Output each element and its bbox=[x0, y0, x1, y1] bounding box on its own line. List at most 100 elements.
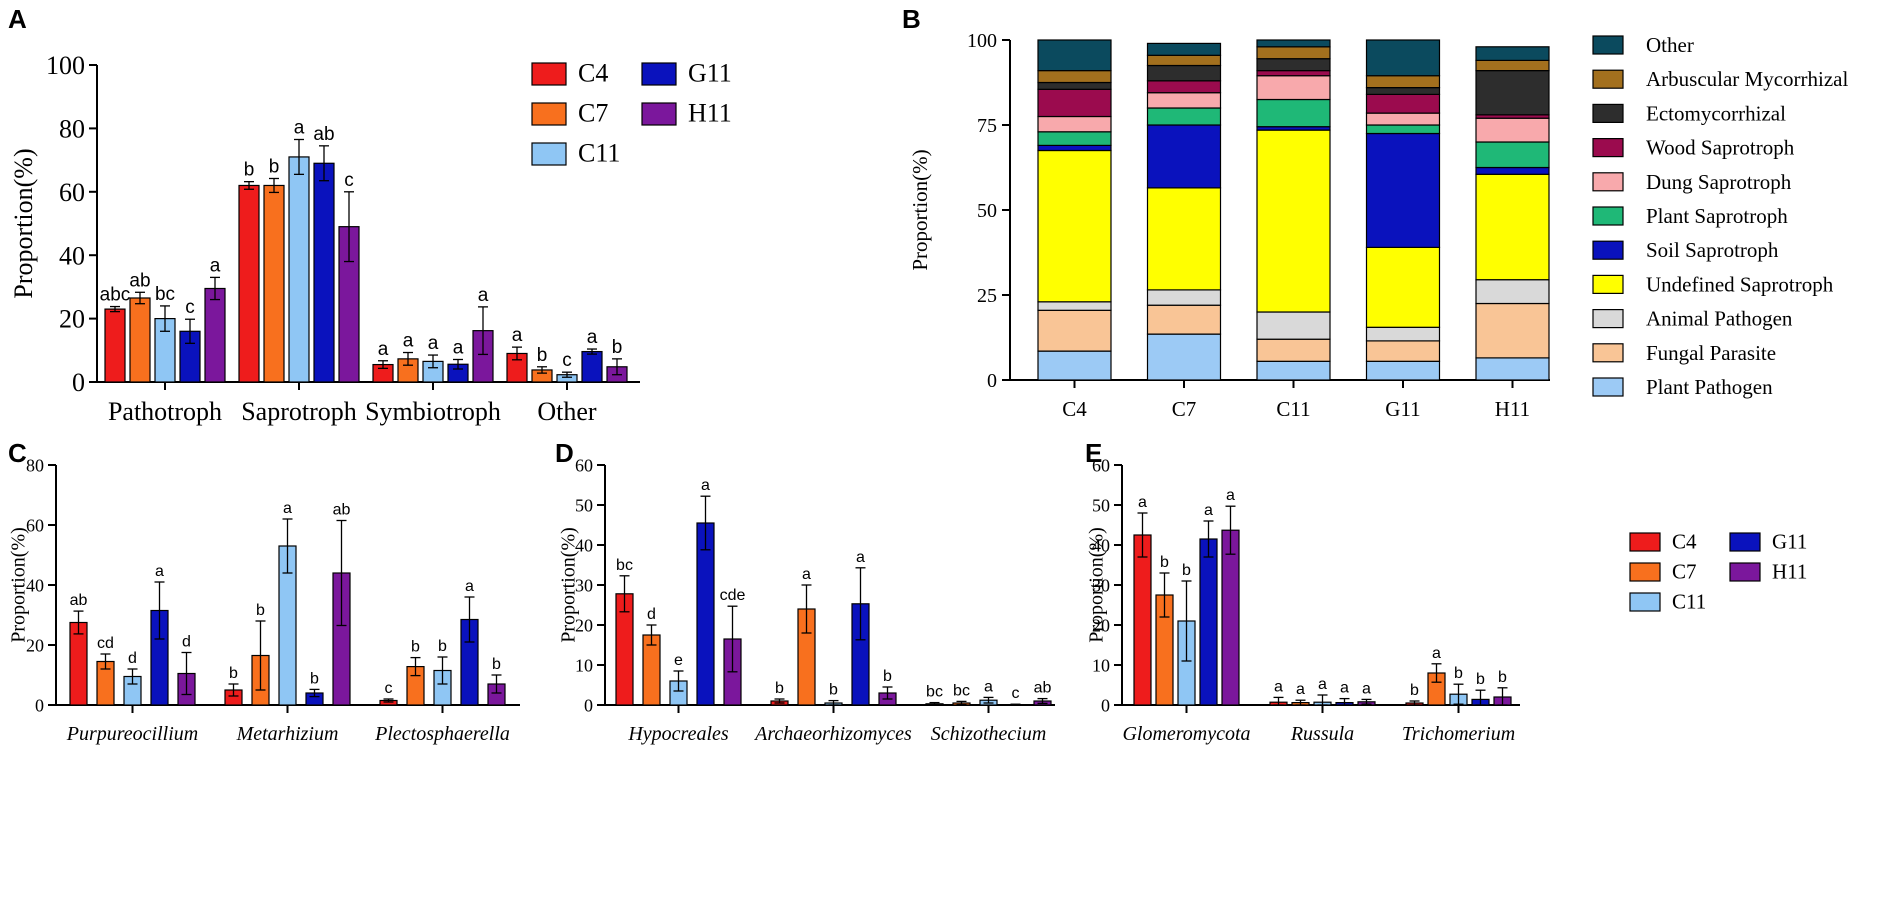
stack-segment-6-2 bbox=[1256, 75, 1331, 101]
significance-letter: a bbox=[802, 566, 811, 583]
stack-segment-6-0 bbox=[1037, 115, 1112, 133]
stack-segment-6-3 bbox=[1365, 112, 1441, 126]
significance-letter: a bbox=[1138, 494, 1147, 511]
significance-letter: b bbox=[1476, 671, 1485, 688]
legend-swatch-C11 bbox=[531, 142, 567, 166]
legend-label: C11 bbox=[1672, 589, 1706, 613]
legend-label: Plant Pathogen bbox=[1646, 375, 1773, 399]
legend-swatch bbox=[1592, 343, 1624, 363]
x-tick-label: Saprotroph bbox=[241, 397, 357, 426]
y-tick-label: 20 bbox=[26, 635, 44, 655]
legend-swatch bbox=[1592, 309, 1624, 329]
y-axis-label: Proportion(%) bbox=[558, 527, 580, 643]
stack-segment-5-1 bbox=[1146, 107, 1222, 126]
stack-segment-5-0 bbox=[1037, 131, 1112, 147]
significance-letter: bc bbox=[616, 557, 633, 574]
stack-segment-10-3 bbox=[1365, 39, 1441, 77]
stack-segment-1-1 bbox=[1146, 304, 1222, 335]
y-tick-label: 40 bbox=[575, 535, 593, 555]
stack-segment-5-3 bbox=[1365, 124, 1441, 135]
y-tick-label: 80 bbox=[59, 115, 85, 144]
significance-letter: b bbox=[411, 639, 420, 656]
y-tick-label: 10 bbox=[575, 655, 593, 675]
significance-letter: b bbox=[256, 602, 265, 619]
bar-H11-0 bbox=[204, 287, 226, 383]
legend-label: Ectomycorrhizal bbox=[1646, 101, 1786, 125]
y-tick-label: 40 bbox=[1092, 535, 1110, 555]
stack-segment-7-3 bbox=[1365, 93, 1441, 114]
significance-letter: b bbox=[1410, 682, 1419, 699]
significance-letter: ab bbox=[129, 270, 150, 291]
legend-label: Other bbox=[1646, 33, 1694, 57]
y-axis-label: Proportion(%) bbox=[9, 148, 38, 298]
panel-label: C bbox=[8, 438, 27, 468]
y-tick-label: 60 bbox=[59, 178, 85, 207]
x-tick-label: Hypocreales bbox=[627, 723, 729, 745]
bar-C7-0 bbox=[129, 297, 151, 383]
bar-G11-0 bbox=[1199, 538, 1218, 706]
stack-segment-10-1 bbox=[1146, 42, 1222, 56]
significance-letter: b bbox=[229, 665, 238, 682]
x-tick-label: Plectosphaerella bbox=[374, 723, 510, 745]
y-tick-label: 20 bbox=[575, 615, 593, 635]
significance-letter: b bbox=[1454, 665, 1463, 682]
significance-letter: c bbox=[344, 170, 354, 191]
legend: C4 C7 C11 G11 H11 bbox=[1629, 529, 1807, 613]
significance-letter: c bbox=[385, 680, 393, 697]
y-tick-label: 50 bbox=[977, 200, 997, 222]
significance-letter: a bbox=[1274, 678, 1283, 695]
x-tick-label: Purpureocillium bbox=[66, 723, 198, 745]
significance-letter: cd bbox=[97, 635, 114, 652]
legend-swatch bbox=[1592, 138, 1624, 158]
significance-letter: ab bbox=[1034, 680, 1052, 697]
panel-label: E bbox=[1085, 438, 1102, 468]
stack-segment-8-0 bbox=[1037, 81, 1112, 90]
x-tick-label: G11 bbox=[1385, 397, 1420, 421]
significance-letter: d bbox=[128, 650, 137, 667]
y-tick-label: 80 bbox=[26, 455, 44, 475]
significance-letter: a bbox=[1296, 681, 1305, 698]
significance-letter: a bbox=[587, 327, 598, 348]
legend-label: H11 bbox=[688, 99, 732, 128]
legend-label: Undefined Saprotroph bbox=[1646, 272, 1834, 296]
stack-segment-8-4 bbox=[1475, 69, 1550, 116]
significance-letter: b bbox=[1498, 669, 1507, 686]
x-tick-label: Schizothecium bbox=[931, 723, 1047, 745]
stack-segment-10-2 bbox=[1256, 39, 1331, 48]
legend-swatch-C11 bbox=[1629, 592, 1661, 612]
stack-segment-4-4 bbox=[1475, 166, 1550, 175]
significance-letter: b bbox=[492, 656, 501, 673]
legend-label: G11 bbox=[688, 59, 732, 88]
significance-letter: a bbox=[453, 337, 464, 358]
significance-letter: abc bbox=[100, 285, 131, 306]
significance-letter: d bbox=[182, 634, 191, 651]
stack-segment-3-4 bbox=[1475, 173, 1550, 281]
x-tick-label: Other bbox=[537, 397, 597, 426]
y-tick-label: 25 bbox=[977, 285, 997, 307]
stack-segment-4-3 bbox=[1365, 132, 1441, 249]
legend-swatch bbox=[1592, 206, 1624, 226]
legend-swatch-C4 bbox=[1629, 532, 1661, 552]
y-tick-label: 50 bbox=[575, 495, 593, 515]
x-tick-label: Glomeromycota bbox=[1122, 723, 1250, 745]
y-tick-label: 0 bbox=[584, 695, 593, 715]
legend-swatch-C7 bbox=[1629, 562, 1661, 582]
legend-label: Fungal Parasite bbox=[1646, 341, 1776, 365]
stack-segment-2-2 bbox=[1256, 311, 1331, 340]
legend-label: Dung Saprotroph bbox=[1646, 170, 1792, 194]
stack-segment-5-4 bbox=[1475, 141, 1550, 169]
legend: C4 C7 C11 G11 H11 bbox=[531, 59, 732, 168]
stack-segment-9-1 bbox=[1146, 54, 1222, 67]
bar-G11-1 bbox=[313, 162, 335, 383]
significance-letter: e bbox=[674, 652, 683, 669]
bar-C7-1 bbox=[263, 184, 285, 383]
stack-segment-9-4 bbox=[1475, 59, 1550, 72]
x-tick-label: C7 bbox=[1172, 397, 1197, 421]
stack-segment-0-3 bbox=[1365, 360, 1441, 381]
significance-letter: b bbox=[269, 156, 280, 177]
stack-segment-9-3 bbox=[1365, 75, 1441, 89]
significance-letter: a bbox=[378, 339, 389, 360]
stack-segment-0-2 bbox=[1256, 360, 1331, 381]
significance-letter: a bbox=[1204, 502, 1213, 519]
